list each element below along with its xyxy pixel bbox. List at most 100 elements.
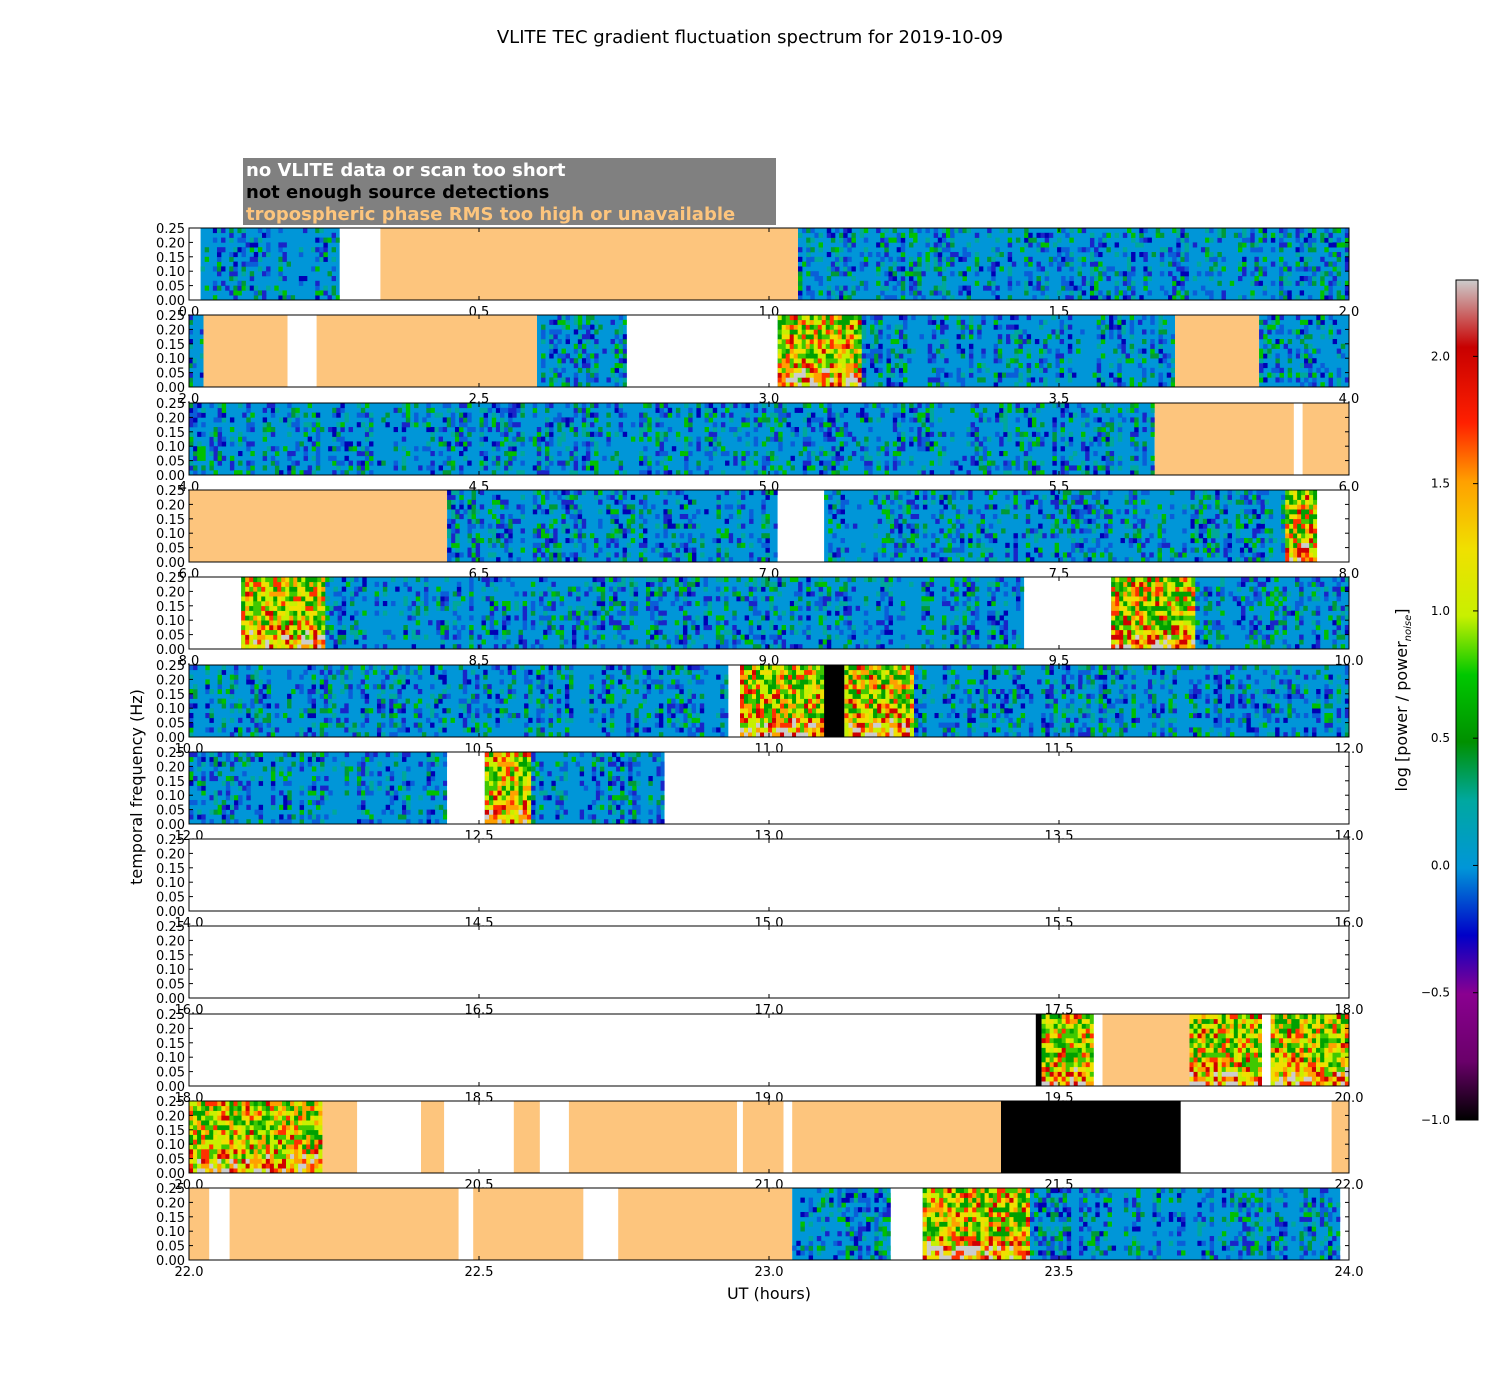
spectrum-cell — [885, 518, 891, 524]
spectrum-cell — [1067, 504, 1072, 510]
spectrum-cell — [1040, 290, 1046, 296]
spectrum-cell — [1252, 514, 1257, 520]
spectrum-cell — [197, 431, 202, 437]
spectrum-cell — [1324, 367, 1329, 373]
segment-noise — [798, 228, 1350, 301]
spectrum-cell — [840, 509, 845, 515]
spectrum-cell — [1132, 514, 1138, 520]
spectrum-cell — [393, 441, 398, 447]
spectrum-cell — [1289, 552, 1294, 558]
spectrum-cell — [909, 242, 914, 248]
spectrum-cell — [189, 465, 194, 471]
spectrum-cell — [606, 533, 611, 539]
spectrum-cell — [1328, 382, 1333, 388]
spectrum-cell — [1117, 343, 1122, 349]
spectrum-cell — [837, 353, 843, 359]
spectrum-cell — [720, 403, 726, 409]
spectrum-cell — [331, 232, 336, 238]
spectrum-cell — [585, 407, 591, 413]
spectrum-cell — [1324, 237, 1329, 243]
spectrum-cell — [245, 586, 250, 592]
spectrum-cell — [1233, 232, 1239, 238]
spectrum-cell — [894, 518, 899, 524]
spectrum-cell — [781, 324, 786, 330]
spectrum-cell — [257, 596, 262, 602]
spectrum-cell — [1184, 247, 1189, 253]
spectrum-cell — [1158, 324, 1163, 330]
spectrum-cell — [864, 417, 869, 423]
spectrum-cell — [1057, 290, 1062, 296]
spectrum-cell — [278, 247, 283, 253]
spectrum-cell — [1028, 271, 1033, 277]
spectrum-cell — [981, 315, 986, 321]
spectrum-cell — [781, 334, 786, 340]
spectrum-cell — [336, 422, 341, 428]
spectrum-cell — [1202, 523, 1208, 529]
spectrum-cell — [285, 605, 290, 611]
spectrum-cell — [870, 329, 875, 335]
spectrum-cell — [837, 339, 843, 345]
spectrum-cell — [1297, 542, 1302, 548]
spectrum-cell — [857, 319, 863, 325]
spectrum-cell — [1079, 528, 1084, 534]
spectrum-cell — [943, 557, 948, 563]
spectrum-cell — [1077, 228, 1083, 234]
spectrum-cell — [1079, 514, 1084, 520]
spectrum-cell — [401, 446, 407, 452]
spectrum-cell — [536, 441, 542, 447]
spectrum-cell — [1097, 431, 1102, 437]
spectrum-cell — [1036, 232, 1041, 238]
spectrum-cell — [332, 412, 337, 418]
spectrum-cell — [849, 319, 855, 325]
spectrum-cell — [1270, 261, 1276, 267]
spectrum-cell — [821, 363, 827, 369]
spectrum-cell — [622, 494, 627, 500]
spectrum-cell — [536, 547, 542, 553]
spectrum-cell — [982, 455, 988, 461]
spectrum-cell — [986, 451, 992, 457]
spectrum-cell — [319, 228, 324, 234]
spectrum-cell — [937, 237, 943, 243]
spectrum-cell — [986, 436, 992, 442]
spectrum-cell — [881, 547, 887, 553]
spectrum-cell — [925, 431, 930, 437]
spectrum-cell — [802, 403, 808, 409]
spectrum-cell — [958, 228, 963, 234]
spectrum-cell — [1159, 285, 1165, 291]
spectrum-cell — [797, 343, 803, 349]
spectrum-cell — [1064, 403, 1070, 409]
spectrum-cell — [545, 460, 550, 466]
spectrum-cell — [269, 629, 274, 635]
spectrum-cell — [933, 252, 939, 258]
spectrum-cell — [269, 634, 274, 640]
spectrum-cell — [233, 271, 238, 277]
spectrum-cell — [245, 615, 250, 621]
spectrum-cell — [561, 552, 566, 558]
spectrum-cell — [997, 353, 1003, 359]
spectrum-cell — [837, 358, 843, 364]
spectrum-cell — [903, 315, 908, 321]
spectrum-cell — [1159, 252, 1165, 258]
spectrum-cell — [667, 557, 672, 563]
spectrum-cell — [1211, 538, 1216, 544]
spectrum-cell — [789, 343, 795, 349]
spectrum-cell — [696, 403, 701, 409]
spectrum-cell — [1161, 542, 1167, 548]
spectrum-cell — [512, 518, 517, 524]
spectrum-cell — [970, 422, 975, 428]
spectrum-cell — [536, 542, 542, 548]
spectrum-cell — [1106, 266, 1111, 272]
spectrum-cell — [745, 470, 750, 476]
spectrum-cell — [459, 451, 464, 457]
spectrum-cell — [950, 237, 955, 243]
spectrum-cell — [1150, 422, 1155, 428]
spectrum-cell — [810, 256, 815, 262]
spectrum-cell — [492, 494, 497, 500]
spectrum-cell — [1287, 367, 1293, 373]
spectrum-cell — [874, 339, 879, 345]
spectrum-cell — [917, 417, 922, 423]
spectrum-cell — [1117, 367, 1122, 373]
spectrum-cell — [1259, 367, 1264, 373]
y-tick-label: 0.15 — [156, 338, 185, 353]
spectrum-cell — [545, 451, 550, 457]
